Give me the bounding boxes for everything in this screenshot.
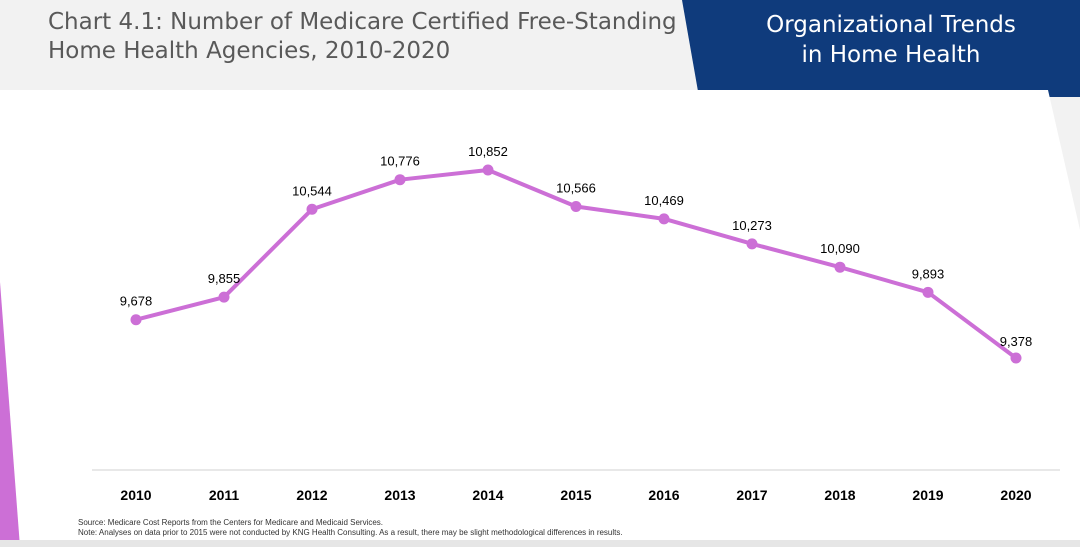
x-tick-label: 2011 (209, 487, 240, 503)
x-tick-label: 2016 (648, 487, 679, 503)
data-label: 10,090 (820, 241, 860, 256)
data-label: 9,893 (912, 266, 945, 281)
data-label: 10,273 (732, 218, 772, 233)
chart-panel (0, 90, 1080, 540)
section-banner-line-1: Organizational Trends (766, 12, 1016, 38)
data-label: 10,852 (468, 144, 508, 159)
x-tick-label: 2014 (472, 487, 503, 503)
data-point (130, 314, 142, 326)
data-point (658, 213, 670, 225)
bottom-strip (0, 540, 1080, 547)
data-label: 9,855 (208, 271, 241, 286)
series-line (134, 168, 1018, 360)
data-label: 9,378 (1000, 334, 1033, 349)
data-point (570, 200, 582, 212)
data-point (394, 174, 406, 186)
data-point (482, 164, 494, 176)
section-banner: Organizational Trends in Home Health (682, 0, 1080, 97)
x-tick-label: 2018 (824, 487, 855, 503)
data-label: 9,678 (120, 294, 153, 309)
x-tick-label: 2012 (296, 487, 327, 503)
section-banner-line-2: in Home Health (801, 42, 981, 68)
x-tick-label: 2010 (120, 487, 151, 503)
line-chart: 9,678 2010 9,855 2011 10,544 2012 10,776 2013 10… (92, 144, 1060, 503)
data-label: 10,469 (644, 193, 684, 208)
data-point (922, 286, 934, 298)
source-note: Source: Medicare Cost Reports from the C… (78, 518, 384, 527)
x-tick-label: 2017 (736, 487, 767, 503)
section-banner-text: Organizational Trends in Home Health (712, 10, 1070, 70)
data-label: 10,566 (556, 180, 596, 195)
chart-title: Chart 4.1: Number of Medicare Certified … (48, 8, 677, 66)
x-tick-label: 2013 (384, 487, 415, 503)
data-label: 10,544 (292, 183, 332, 198)
data-point (306, 203, 318, 215)
footnotes: Source: Medicare Cost Reports from the C… (78, 518, 623, 538)
method-note: Note: Analyses on data prior to 2015 wer… (78, 528, 623, 537)
chart-title-line-2: Home Health Agencies, 2010-2020 (48, 38, 451, 64)
x-tick-label: 2015 (560, 487, 591, 503)
x-tick-label: 2019 (912, 487, 943, 503)
data-point (218, 291, 230, 303)
data-label: 10,776 (380, 154, 420, 169)
data-point (834, 261, 846, 273)
x-tick-label: 2020 (1000, 487, 1031, 503)
data-point (1010, 352, 1022, 364)
chart-title-line-1: Chart 4.1: Number of Medicare Certified … (48, 9, 677, 35)
data-point (746, 238, 758, 250)
